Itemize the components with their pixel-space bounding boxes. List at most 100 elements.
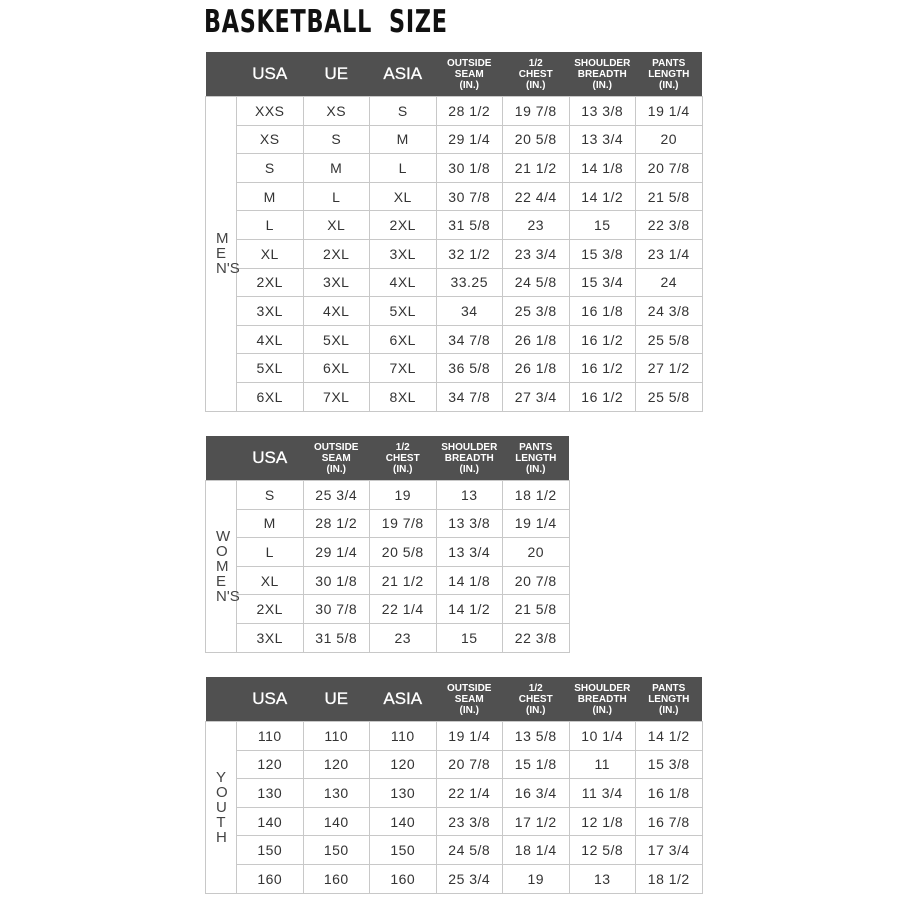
column-header: SHOULDER BREADTH (IN.) <box>569 52 636 97</box>
table-cell: 21 5/8 <box>635 181 703 212</box>
table-cell: 18 1/4 <box>502 835 570 865</box>
table-cell: 20 <box>502 537 570 567</box>
table-row: L XL 2XL 31 5/8 23 15 22 3/8 <box>206 210 703 240</box>
table-cell: 6XL <box>302 353 370 383</box>
table-cell: 11 3/4 <box>568 778 636 808</box>
column-header: SHOULDER BREADTH (IN.) <box>436 436 503 481</box>
table-cell: 120 <box>369 749 437 780</box>
table-row: 6XL 7XL 8XL 34 7/8 27 3/4 16 1/2 25 5/8 <box>206 381 703 412</box>
table-cell: M <box>369 124 437 155</box>
table-cell: S <box>302 124 370 155</box>
table-cell: 110 <box>369 721 437 751</box>
table-row: 3XL 4XL 5XL 34 25 3/8 16 1/8 24 3/8 <box>206 296 703 326</box>
table-cell: 13 <box>435 480 503 510</box>
table-cell: 19 1/4 <box>635 96 703 126</box>
column-header: OUTSIDE SEAM (IN.) <box>436 52 503 97</box>
table-cell: 15 <box>568 210 636 240</box>
table-cell: 16 1/2 <box>568 324 636 355</box>
table-cell: 30 7/8 <box>302 594 370 624</box>
table-cell: 150 <box>236 835 304 865</box>
table-cell: 24 3/8 <box>635 296 703 326</box>
table-cell: 17 1/2 <box>502 806 570 837</box>
table-cell: 21 1/2 <box>502 153 570 183</box>
table-cell: 6XL <box>236 381 304 412</box>
table-cell: M <box>302 153 370 183</box>
table-cell: L <box>369 153 437 183</box>
table-cell: 20 <box>635 124 703 155</box>
table-cell: 13 3/4 <box>568 124 636 155</box>
table-cell: 15 3/4 <box>568 267 636 298</box>
table-cell: 15 1/8 <box>502 749 570 780</box>
table-cell: 19 <box>502 863 570 894</box>
table-cell: 13 5/8 <box>502 721 570 751</box>
table-cell: S <box>236 153 304 183</box>
column-header: UE <box>303 52 370 97</box>
table-cell: 24 <box>635 267 703 298</box>
table-cell: 13 3/8 <box>435 508 503 539</box>
table-cell: 16 7/8 <box>635 806 703 837</box>
header-row: USA UE ASIA OUTSIDE SEAM (IN.) 1/2 CHEST (IN… <box>205 52 702 97</box>
table-cell: 18 1/2 <box>635 863 703 894</box>
header-corner <box>205 677 237 722</box>
table-cell: 20 7/8 <box>435 749 503 780</box>
column-header: 1/2 CHEST (IN.) <box>502 52 569 97</box>
table-cell: XXS <box>236 96 304 126</box>
table-cell: 16 1/2 <box>568 381 636 412</box>
table-cell: 160 <box>369 863 437 894</box>
table-cell: 140 <box>369 806 437 837</box>
youth-size-table: USA UE ASIA OUTSIDE SEAM (IN.) 1/2 CHEST (IN… <box>205 677 703 894</box>
table-cell: 33.25 <box>435 267 503 298</box>
table-cell: XL <box>302 210 370 240</box>
table-row: 160 160 160 25 3/4 19 13 18 1/2 <box>206 863 703 894</box>
table-row: 140 140 140 23 3/8 17 1/2 12 1/8 16 7/8 <box>206 806 703 837</box>
table-row: S M L 30 1/8 21 1/2 14 1/8 20 7/8 <box>206 153 703 183</box>
table-cell: 3XL <box>236 622 304 653</box>
table-cell: 22 1/4 <box>369 594 437 624</box>
table-cell: 150 <box>302 835 370 865</box>
column-header: USA <box>236 677 303 722</box>
table-cell: 15 3/8 <box>635 749 703 780</box>
table-cell: 23 <box>369 622 437 653</box>
section-label-text: YOUTH <box>216 768 228 846</box>
table-cell: 20 5/8 <box>369 537 437 567</box>
table-cell: 120 <box>236 749 304 780</box>
column-header: USA <box>236 436 303 481</box>
table-cell: 10 1/4 <box>568 721 636 751</box>
table-cell: 28 1/2 <box>302 508 370 539</box>
table-cell: 4XL <box>369 267 437 298</box>
table-cell: 24 5/8 <box>435 835 503 865</box>
table-cell: 31 5/8 <box>302 622 370 653</box>
table-cell: L <box>236 210 304 240</box>
table-cell: 16 3/4 <box>502 778 570 808</box>
table-cell: 30 1/8 <box>435 153 503 183</box>
table-cell: 19 7/8 <box>502 96 570 126</box>
table-cell: S <box>236 480 304 510</box>
table-cell: 18 1/2 <box>502 480 570 510</box>
table-row: 3XL 31 5/8 23 15 22 3/8 <box>206 622 570 653</box>
table-cell: 34 7/8 <box>435 381 503 412</box>
table-cell: S <box>369 96 437 126</box>
table-cell: 4XL <box>236 324 304 355</box>
table-row: M L XL 30 7/8 22 4/4 14 1/2 21 5/8 <box>206 181 703 212</box>
table-cell: 22 3/8 <box>635 210 703 240</box>
table-cell: 5XL <box>369 296 437 326</box>
table-cell: 3XL <box>302 267 370 298</box>
table-row: 2XL 30 7/8 22 1/4 14 1/2 21 5/8 <box>206 594 570 624</box>
table-cell: 25 5/8 <box>635 381 703 412</box>
table-cell: 25 3/8 <box>502 296 570 326</box>
table-cell: 21 1/2 <box>369 565 437 596</box>
table-cell: 130 <box>369 778 437 808</box>
table-cell: 7XL <box>369 353 437 383</box>
table-cell: 3XL <box>369 238 437 269</box>
table-cell: 14 1/2 <box>635 721 703 751</box>
page-title: BASKETBALL SIZE <box>204 4 448 40</box>
table-row: MEN'S XXS XS S 28 1/2 19 7/8 13 3/8 19 1/4 <box>205 96 703 412</box>
table-cell: 25 5/8 <box>635 324 703 355</box>
table-cell: 23 3/8 <box>435 806 503 837</box>
table-cell: 21 5/8 <box>502 594 570 624</box>
table-cell: 19 <box>369 480 437 510</box>
table-cell: 19 1/4 <box>502 508 570 539</box>
table-cell: 20 5/8 <box>502 124 570 155</box>
table-cell: 16 1/8 <box>568 296 636 326</box>
table-cell: 15 3/8 <box>568 238 636 269</box>
